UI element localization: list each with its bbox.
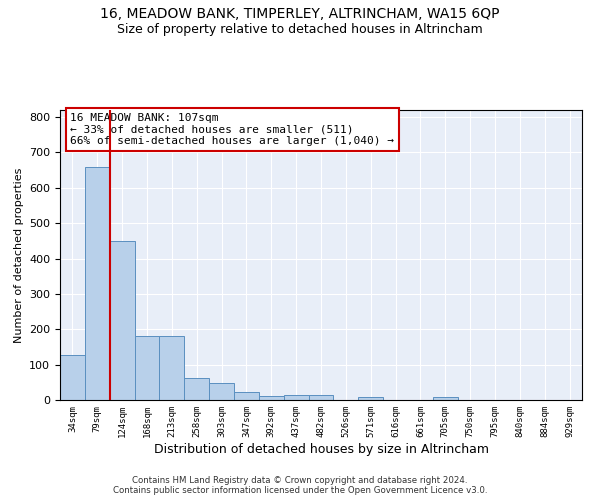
Bar [60, 354, 85, 400]
Bar [234, 392, 259, 400]
Bar [160, 336, 184, 400]
Bar [259, 396, 284, 400]
Y-axis label: Number of detached properties: Number of detached properties [14, 168, 23, 342]
Bar [284, 396, 308, 400]
Text: 16 MEADOW BANK: 107sqm
← 33% of detached houses are smaller (511)
66% of semi-de: 16 MEADOW BANK: 107sqm ← 33% of detached… [70, 113, 394, 146]
Text: Size of property relative to detached houses in Altrincham: Size of property relative to detached ho… [117, 22, 483, 36]
Bar [110, 241, 134, 400]
Text: Distribution of detached houses by size in Altrincham: Distribution of detached houses by size … [154, 442, 488, 456]
Bar [134, 336, 160, 400]
Bar [433, 397, 458, 400]
Text: 16, MEADOW BANK, TIMPERLEY, ALTRINCHAM, WA15 6QP: 16, MEADOW BANK, TIMPERLEY, ALTRINCHAM, … [100, 8, 500, 22]
Bar [184, 378, 209, 400]
Bar [85, 166, 110, 400]
Bar [209, 383, 234, 400]
Bar [308, 396, 334, 400]
Bar [358, 397, 383, 400]
Text: Contains HM Land Registry data © Crown copyright and database right 2024.
Contai: Contains HM Land Registry data © Crown c… [113, 476, 487, 495]
